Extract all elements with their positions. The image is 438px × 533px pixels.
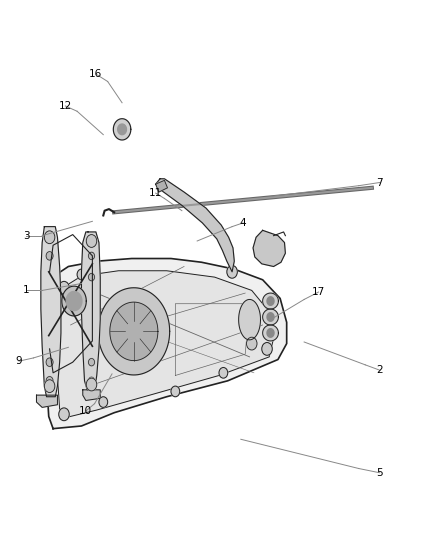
- Text: 10: 10: [79, 406, 92, 416]
- Circle shape: [88, 377, 95, 384]
- Circle shape: [171, 386, 180, 397]
- Polygon shape: [263, 293, 279, 309]
- Circle shape: [247, 337, 257, 350]
- Circle shape: [46, 252, 53, 260]
- Circle shape: [88, 252, 95, 260]
- Circle shape: [227, 265, 237, 278]
- Polygon shape: [155, 179, 234, 272]
- Polygon shape: [263, 309, 279, 325]
- Text: 4: 4: [240, 218, 246, 228]
- Polygon shape: [118, 124, 127, 135]
- Text: 16: 16: [89, 69, 102, 79]
- Text: 1: 1: [23, 286, 29, 295]
- Circle shape: [77, 269, 86, 280]
- Polygon shape: [155, 180, 167, 192]
- Polygon shape: [41, 227, 61, 397]
- Circle shape: [46, 233, 53, 241]
- Circle shape: [88, 239, 95, 246]
- Polygon shape: [263, 325, 279, 341]
- Circle shape: [219, 368, 228, 378]
- Polygon shape: [62, 286, 86, 316]
- Polygon shape: [42, 259, 287, 429]
- Circle shape: [265, 309, 274, 320]
- Text: 11: 11: [149, 188, 162, 198]
- Circle shape: [262, 343, 272, 356]
- Circle shape: [44, 379, 55, 392]
- Text: 7: 7: [376, 177, 383, 188]
- Polygon shape: [81, 232, 100, 390]
- Polygon shape: [36, 395, 57, 407]
- Circle shape: [46, 376, 53, 385]
- Circle shape: [88, 273, 95, 281]
- Text: 2: 2: [376, 365, 383, 375]
- Polygon shape: [267, 313, 274, 321]
- Polygon shape: [66, 292, 82, 311]
- Polygon shape: [253, 230, 286, 266]
- Circle shape: [86, 378, 97, 391]
- Text: 9: 9: [16, 356, 22, 366]
- Circle shape: [88, 359, 95, 366]
- Circle shape: [86, 235, 97, 247]
- Text: 3: 3: [23, 231, 29, 241]
- Text: 12: 12: [59, 101, 72, 111]
- Circle shape: [59, 408, 69, 421]
- Polygon shape: [110, 302, 158, 361]
- Circle shape: [99, 397, 108, 407]
- Text: 5: 5: [376, 468, 383, 478]
- Polygon shape: [267, 297, 274, 305]
- Polygon shape: [267, 329, 274, 337]
- Circle shape: [59, 281, 69, 294]
- Circle shape: [44, 231, 55, 244]
- Polygon shape: [54, 271, 274, 418]
- Polygon shape: [113, 119, 131, 140]
- Text: 17: 17: [312, 287, 325, 297]
- Polygon shape: [239, 300, 261, 340]
- Polygon shape: [98, 288, 170, 375]
- Polygon shape: [83, 390, 100, 400]
- Circle shape: [46, 358, 53, 367]
